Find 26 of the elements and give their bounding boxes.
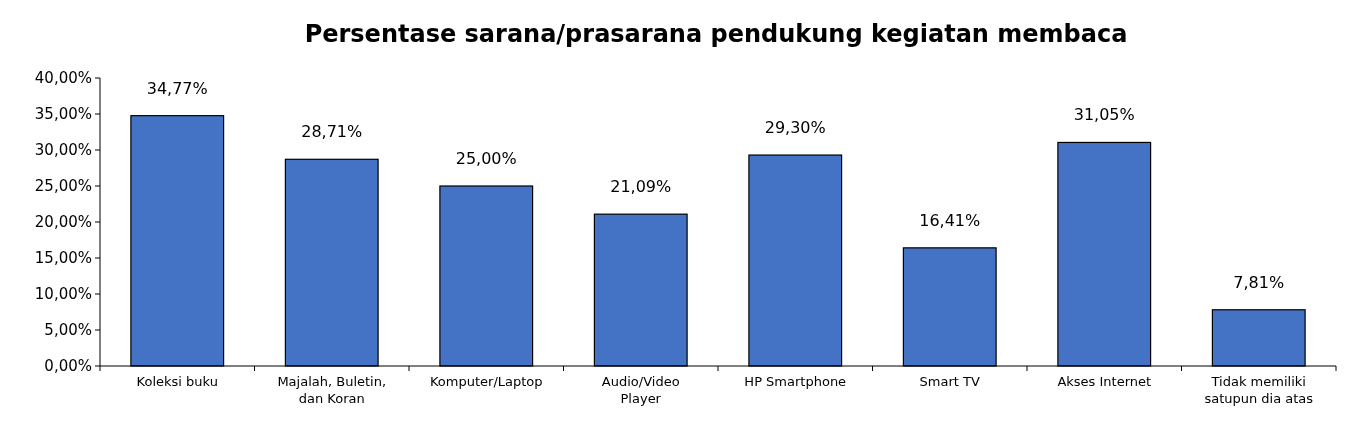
data-label: 7,81% — [1233, 272, 1285, 292]
data-label: 34,77% — [146, 78, 208, 98]
data-label: 25,00% — [455, 149, 517, 168]
x-tick-label: Audio/Video Player — [601, 374, 680, 406]
y-tick-label: 5,00% — [44, 321, 92, 340]
data-label: 29,30% — [764, 118, 826, 138]
x-tick-label: Akses Internet — [1057, 374, 1152, 389]
y-tick-label: 40,00% — [34, 69, 92, 88]
data-label: 31,05% — [1073, 105, 1135, 125]
x-tick-label: HP Smartphone — [744, 374, 847, 389]
data-label: 28,71% — [301, 122, 363, 142]
x-tick-label: Tidak memiliki satupun dia atas — [1204, 374, 1314, 406]
data-label: 16,41% — [919, 210, 981, 230]
x-tick-label: Koleksi buku — [136, 374, 218, 389]
data-label: 21,09% — [610, 177, 672, 197]
y-tick-label: 0,00% — [44, 357, 92, 376]
y-tick-label: 10,00% — [34, 285, 92, 304]
x-tick-label: Komputer/Laptop — [429, 374, 543, 389]
y-tick-label: 30,00% — [34, 141, 92, 160]
chart-title: Persentase sarana/prasarana pendukung kegiatan membaca — [304, 20, 1128, 48]
y-tick-label: 20,00% — [34, 213, 92, 232]
y-tick-label: 15,00% — [34, 249, 92, 268]
y-tick-label: 25,00% — [34, 177, 92, 196]
y-tick-label: 35,00% — [34, 105, 92, 124]
x-tick-label: Majalah, Buletin, dan Koran — [277, 374, 387, 406]
x-tick-label: Smart TV — [919, 374, 980, 389]
